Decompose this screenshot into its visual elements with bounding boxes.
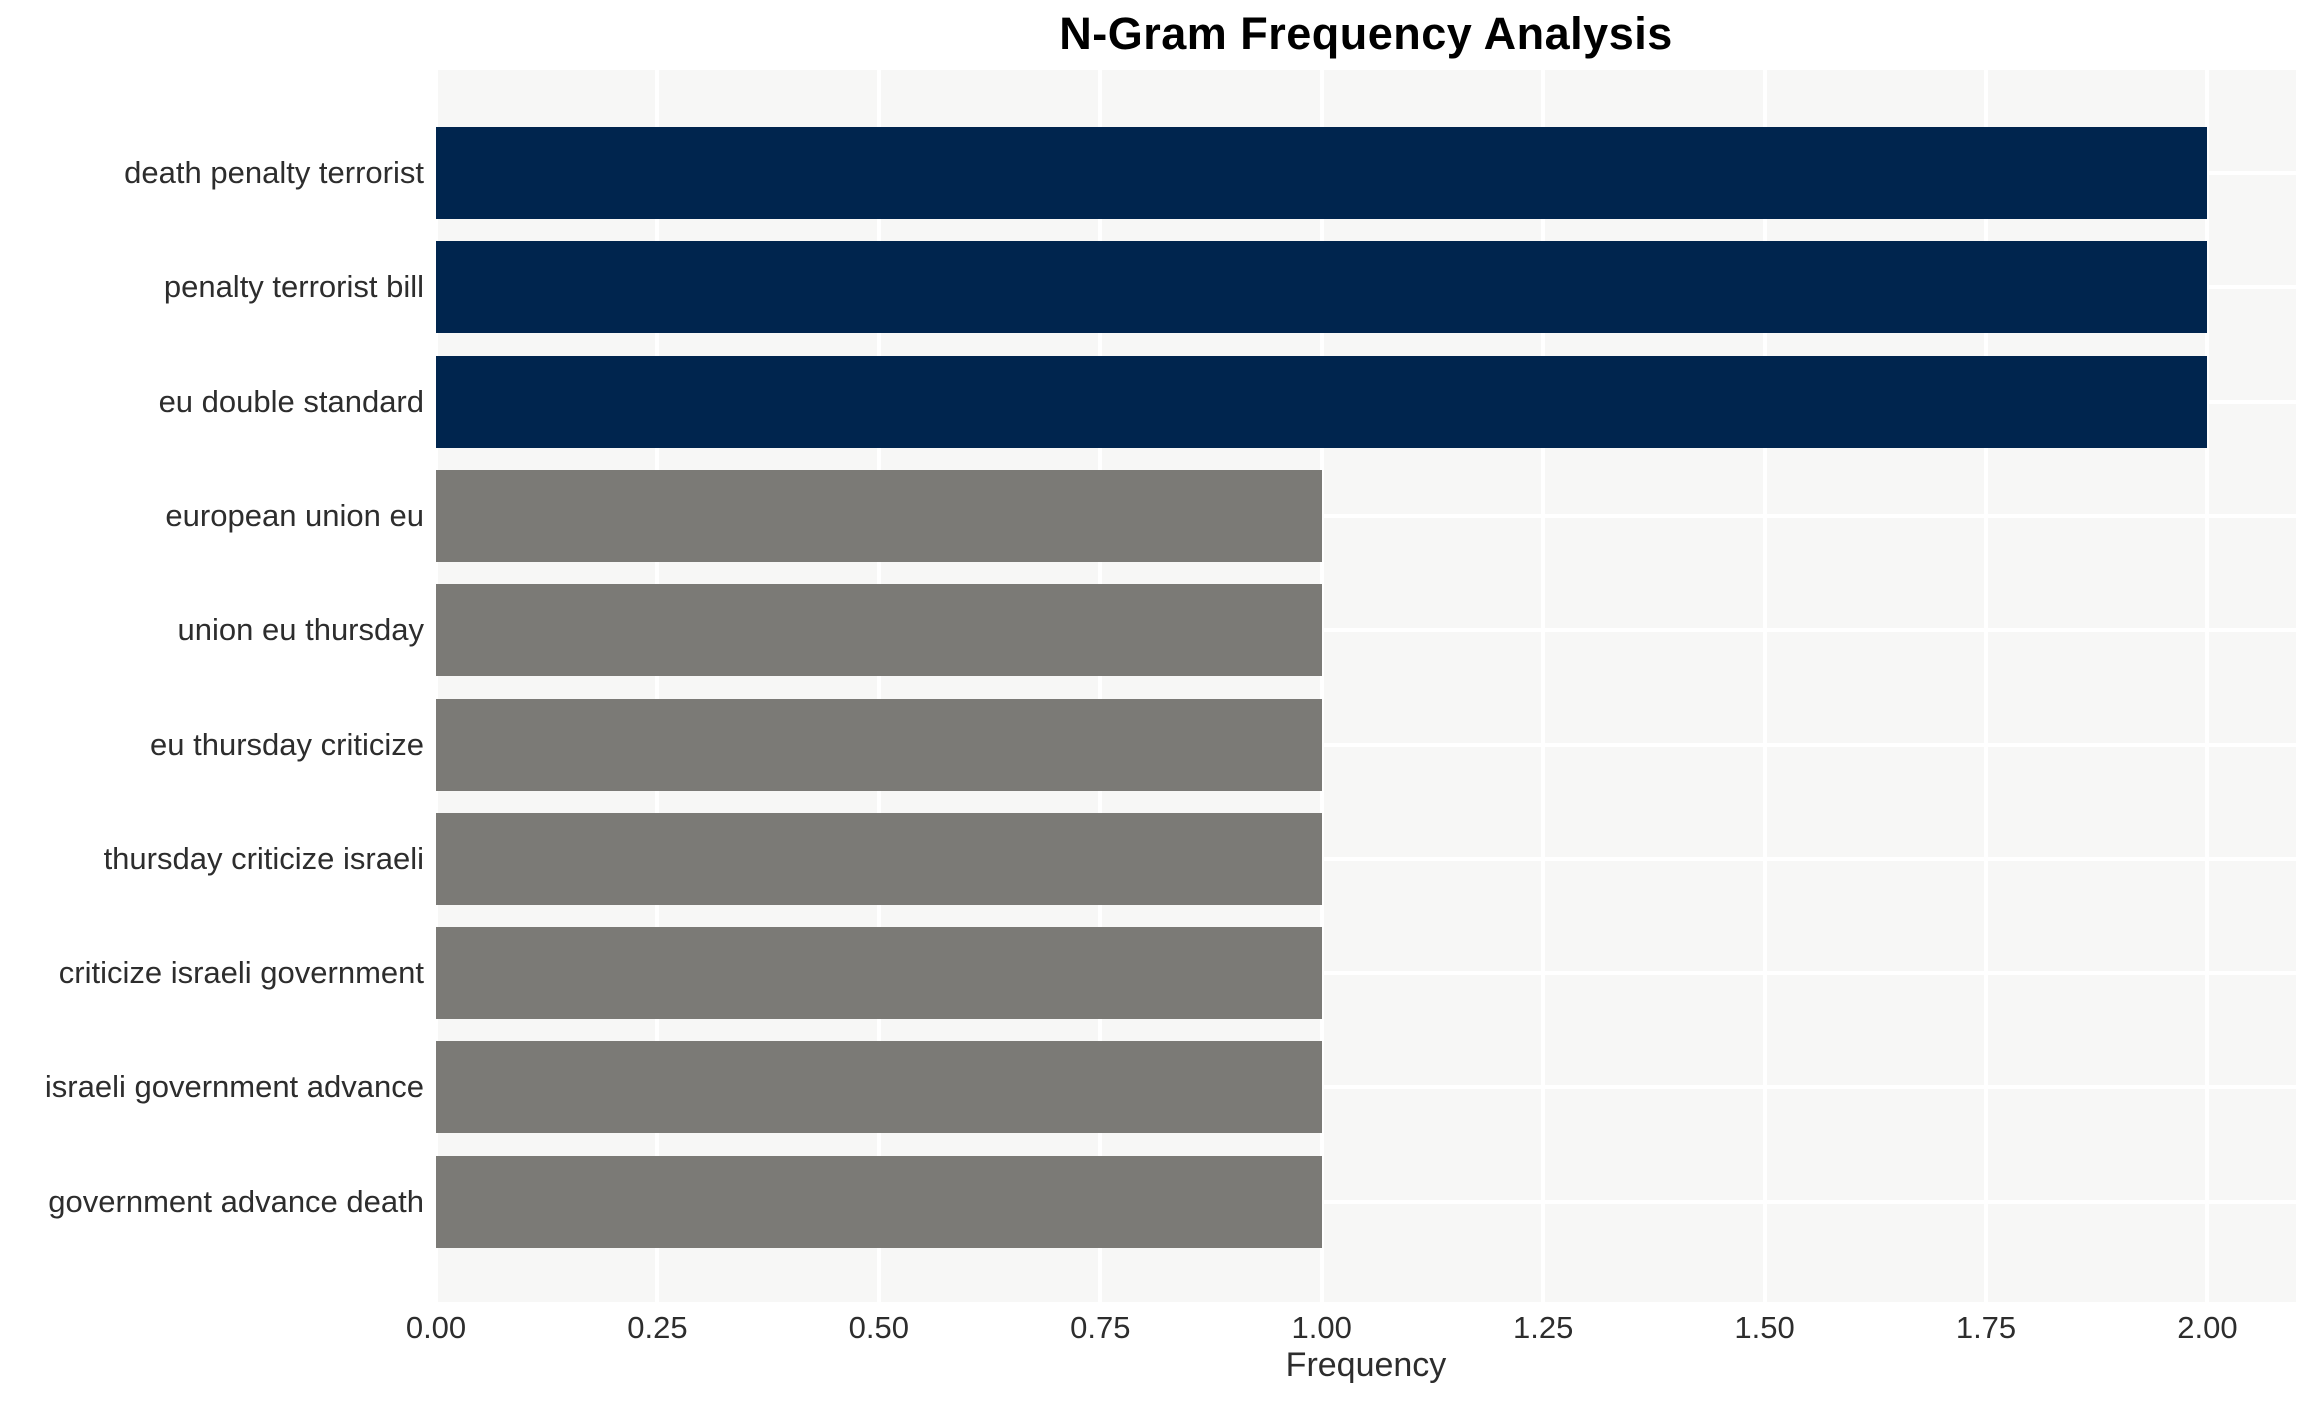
x-tick-label: 1.50 — [1734, 1310, 1795, 1345]
y-tick-label: european union eu — [165, 497, 424, 533]
bar-israeli-government-advance — [436, 1041, 1322, 1134]
vertical-gridline — [2205, 70, 2210, 1302]
vertical-gridline — [1984, 70, 1988, 1302]
x-tick-label: 0.50 — [848, 1310, 910, 1345]
x-axis-label: Frequency — [1285, 1346, 1447, 1384]
x-tick-label: 1.75 — [1955, 1310, 2017, 1345]
bar-thursday-criticize-israeli — [436, 812, 1322, 905]
plot-area — [434, 70, 2296, 1302]
horizontal-gridline — [436, 513, 2296, 518]
bar-eu-thursday-criticize — [436, 698, 1322, 791]
y-tick-label: criticize israeli government — [58, 955, 424, 991]
horizontal-gridline — [436, 742, 2296, 747]
x-tick-label: 0.25 — [627, 1310, 688, 1345]
bar-penalty-terrorist-bill — [436, 241, 2208, 334]
y-tick-label: government advance death — [48, 1183, 424, 1219]
y-tick-label: death penalty terrorist — [124, 155, 424, 190]
x-tick-label: 2.00 — [2177, 1310, 2238, 1345]
bar-union-eu-thursday — [436, 584, 1322, 677]
y-tick-label: union eu thursday — [177, 612, 424, 648]
horizontal-gridline — [436, 856, 2296, 861]
bar-government-advance-death — [436, 1155, 1322, 1248]
vertical-gridline — [1319, 70, 1324, 1302]
x-tick-label: 1.25 — [1512, 1310, 1574, 1345]
vertical-gridline — [876, 70, 881, 1302]
bar-death-penalty-terrorist — [436, 127, 2208, 219]
x-tick-label: 0.75 — [1070, 1310, 1131, 1345]
y-tick-label: eu thursday criticize — [150, 726, 424, 762]
chart-title: N-Gram Frequency Analysis — [1059, 8, 1673, 59]
bar-eu-double-standard — [436, 355, 2208, 448]
y-tick-label: eu double standard — [158, 383, 424, 419]
horizontal-gridline — [436, 1085, 2296, 1090]
horizontal-gridline — [436, 1199, 2296, 1204]
vertical-gridline — [434, 70, 438, 1302]
vertical-gridline — [1098, 70, 1103, 1302]
vertical-gridline — [1541, 70, 1546, 1302]
y-tick-label: penalty terrorist bill — [163, 269, 424, 305]
vertical-gridline — [1762, 70, 1767, 1302]
horizontal-gridline — [436, 628, 2296, 633]
vertical-gridline — [655, 70, 660, 1302]
bar-criticize-israeli-government — [436, 927, 1322, 1020]
x-tick-label: 0.00 — [405, 1310, 467, 1345]
horizontal-gridline — [436, 971, 2296, 976]
y-tick-label: thursday criticize israeli — [103, 840, 424, 876]
bar-european-union-eu — [436, 469, 1322, 562]
x-tick-label: 1.00 — [1291, 1310, 1352, 1345]
y-tick-label: israeli government advance — [44, 1069, 424, 1105]
